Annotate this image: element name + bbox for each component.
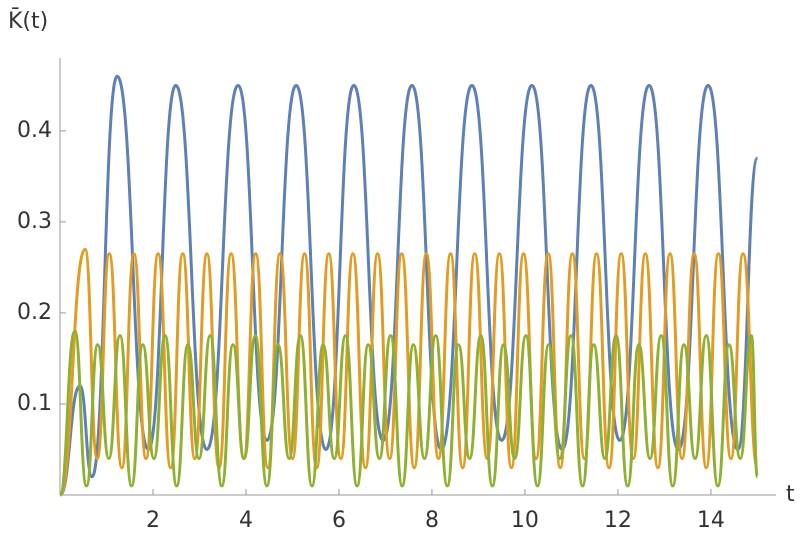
x-tick-label: 8 <box>425 508 439 533</box>
series-line <box>58 247 759 497</box>
x-axis-label: t <box>786 482 795 507</box>
series-line <box>58 74 759 497</box>
y-tick-label: 0.1 <box>17 391 52 416</box>
y-axis-label: K̄(t) <box>8 8 48 34</box>
series-line <box>58 329 759 497</box>
x-tick-label: 4 <box>239 508 253 533</box>
x-tick-label: 2 <box>146 508 160 533</box>
x-tick-label: 10 <box>511 508 539 533</box>
y-tick-label: 0.2 <box>17 300 52 325</box>
y-tick-label: 0.4 <box>17 118 52 143</box>
x-tick-label: 12 <box>604 508 632 533</box>
x-tick-label: 14 <box>697 508 725 533</box>
y-tick-label: 0.3 <box>17 209 52 234</box>
x-tick-label: 6 <box>332 508 346 533</box>
